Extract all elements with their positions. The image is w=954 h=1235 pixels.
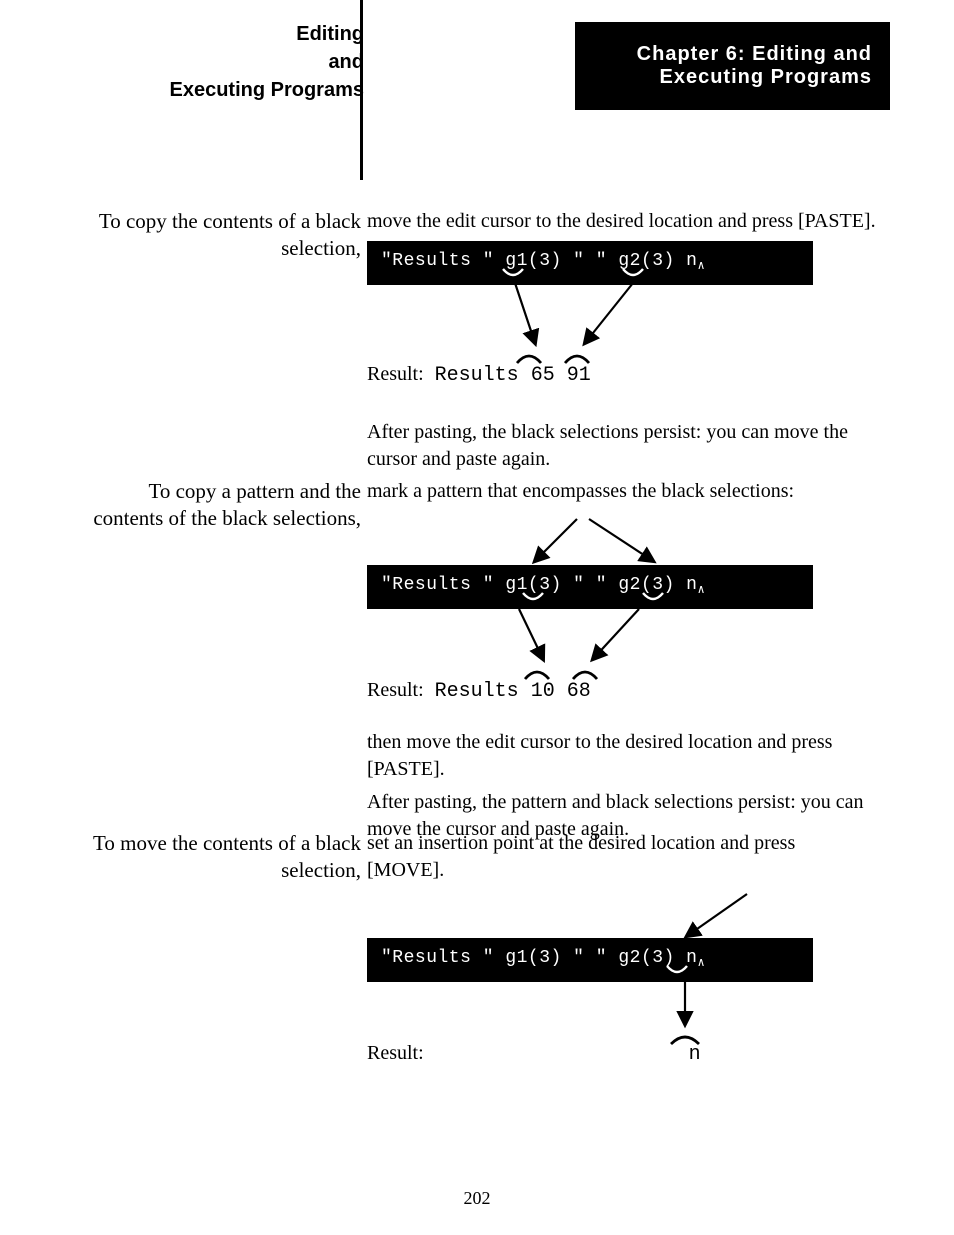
section1-diagram: "Results " g1(3) " " g2(3) n∧ (367, 241, 876, 411)
header-title-box: Chapter 6: Editing and Executing Program… (575, 22, 890, 110)
section1-terminal: "Results " g1(3) " " g2(3) n∧ (367, 241, 813, 285)
header-left-line2: and (76, 48, 364, 76)
section1-effect: After pasting, the black selections pers… (367, 419, 876, 473)
section3-body: set an insertion point at the desired lo… (367, 830, 876, 1078)
section1-result: Result: Results 65 91 (367, 361, 591, 389)
page: Editing and Executing Programs Chapter 6… (0, 0, 954, 1235)
section1-lead: To copy the contents of a black selectio… (76, 208, 361, 479)
section3-terminal: "Results " g1(3) " " g2(3) n∧ (367, 938, 813, 982)
section1-body: move the edit cursor to the desired loca… (367, 208, 876, 479)
section1-result-line: Results 65 91 (435, 364, 591, 387)
section2-result-prefix: Result: (367, 679, 424, 701)
header-left-line1: Editing (76, 20, 364, 48)
section3-lead: To move the contents of a black selectio… (76, 830, 361, 1078)
section2-diagram: "Results " g1(3) " " g2(3) n∧ Result: Re… (367, 511, 876, 721)
section2-intro-b: then move the edit cursor to the desired… (367, 729, 876, 783)
section1-result-prefix: Result: (367, 363, 424, 385)
section2-body: mark a pattern that encompasses the blac… (367, 478, 876, 849)
header-title-line2: Executing Programs (593, 66, 872, 89)
section-copy-contents: To copy the contents of a black selectio… (76, 208, 876, 479)
header-left-line3: Executing Programs (76, 76, 364, 104)
page-header: Editing and Executing Programs Chapter 6… (0, 0, 954, 180)
section3-result-line: n (689, 1043, 701, 1066)
section-move-contents: To move the contents of a black selectio… (76, 830, 876, 1078)
header-title-line1: Chapter 6: Editing and (593, 43, 872, 66)
section3-result-prefix: Result: (367, 1042, 424, 1064)
section-copy-pattern: To copy a pattern and the contents of th… (76, 478, 876, 849)
section2-lead: To copy a pattern and the contents of th… (76, 478, 361, 849)
section2-terminal: "Results " g1(3) " " g2(3) n∧ (367, 565, 813, 609)
section3-diagram: "Results " g1(3) " " g2(3) n∧ Result: n (367, 890, 876, 1070)
section2-result: Result: Results 10 68 (367, 677, 591, 705)
section1-intro: move the edit cursor to the desired loca… (367, 208, 876, 235)
section3-result: Result: n (367, 1040, 701, 1068)
header-left: Editing and Executing Programs (76, 20, 364, 104)
section2-result-line: Results 10 68 (435, 680, 591, 703)
section2-intro-a: mark a pattern that encompasses the blac… (367, 478, 876, 505)
section3-intro: set an insertion point at the desired lo… (367, 830, 876, 884)
page-number: 202 (0, 1188, 954, 1209)
